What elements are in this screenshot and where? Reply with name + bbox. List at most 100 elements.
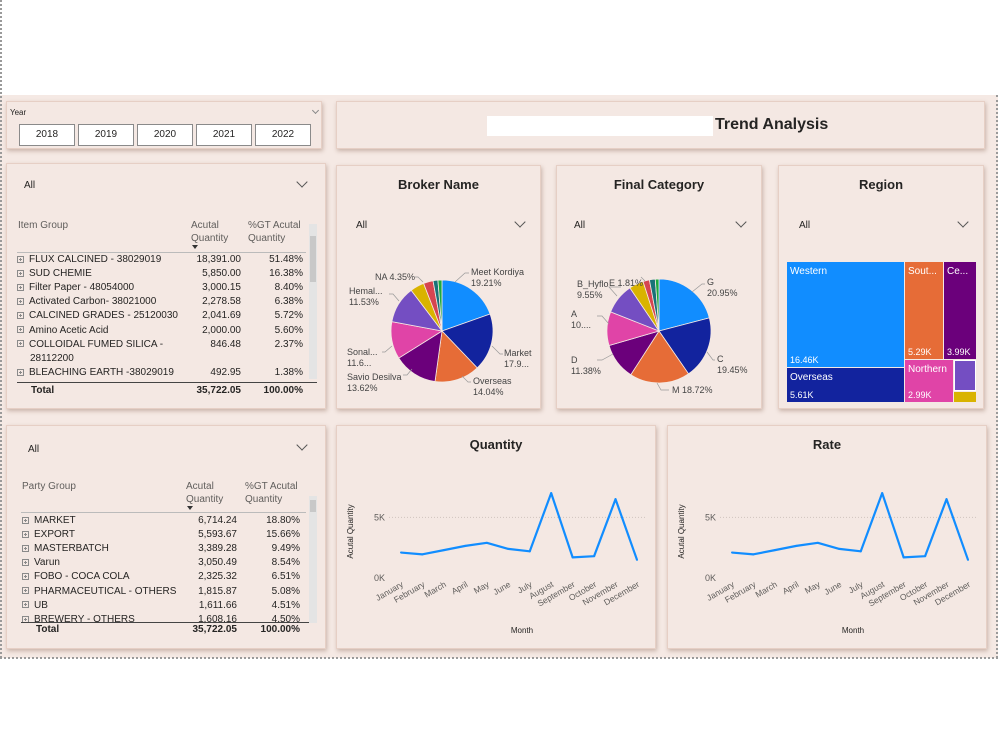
item-row-label[interactable]: Activated Carbon- 38021000 <box>17 296 156 307</box>
pie-slice-g[interactable] <box>658 278 710 332</box>
pie-slice-other3[interactable] <box>654 278 660 332</box>
item-col-header-pct[interactable]: %GT Acutal Quantity <box>248 220 301 244</box>
category-filter-dropdown[interactable]: All <box>574 220 586 231</box>
expand-plus-icon[interactable] <box>17 255 24 263</box>
expand-plus-icon[interactable] <box>22 587 29 595</box>
data-point[interactable] <box>636 558 638 561</box>
item-row-pct: 51.48% <box>269 254 303 265</box>
party-row-label[interactable]: MASTERBATCH <box>22 543 109 554</box>
party-col-header-group[interactable]: Party Group <box>22 481 76 492</box>
party-row-label[interactable]: FOBO - COCA COLA <box>22 571 130 582</box>
data-point[interactable] <box>838 547 841 550</box>
data-point[interactable] <box>507 547 510 550</box>
data-point[interactable] <box>464 544 467 547</box>
pie-slice-other3[interactable] <box>437 279 443 332</box>
expand-plus-icon[interactable] <box>22 573 29 581</box>
data-point[interactable] <box>571 556 574 559</box>
series-line[interactable] <box>731 492 970 561</box>
expand-plus-icon[interactable] <box>22 545 29 553</box>
broker-filter-dropdown[interactable]: All <box>356 220 368 231</box>
party-col-header-qty[interactable]: Acutal Quantity <box>186 481 224 505</box>
year-option-2018[interactable]: 2018 <box>19 124 75 146</box>
data-point[interactable] <box>773 549 776 552</box>
item-col-header-qty[interactable]: Acutal Quantity <box>191 220 229 244</box>
treemap-cell-other1[interactable] <box>954 360 976 391</box>
item-filter-dropdown[interactable]: All <box>24 180 36 191</box>
item-row-label[interactable]: Amino Acetic Acid <box>17 325 108 336</box>
chevron-down-icon[interactable] <box>311 106 320 115</box>
expand-plus-icon[interactable] <box>17 340 24 348</box>
chevron-down-icon[interactable] <box>957 216 969 228</box>
expand-plus-icon[interactable] <box>17 326 24 334</box>
treemap-cell-central[interactable]: Ce... 3.99K <box>944 262 976 359</box>
data-point[interactable] <box>945 498 948 501</box>
party-filter-dropdown[interactable]: All <box>28 444 40 455</box>
broker-pie-chart[interactable]: Meet Kordiya19.21%Market17.9...Overseas1… <box>337 166 542 410</box>
data-point[interactable] <box>593 555 596 558</box>
item-row-label[interactable]: Filter Paper - 48054000 <box>17 282 134 293</box>
expand-plus-icon[interactable] <box>22 530 29 538</box>
item-row-label[interactable]: COLLOIDAL FUMED SILICA - <box>17 339 163 350</box>
year-option-2020[interactable]: 2020 <box>137 124 193 146</box>
party-row-label[interactable]: EXPORT <box>22 529 75 540</box>
data-point[interactable] <box>924 555 927 558</box>
item-row-label[interactable]: FLUX CALCINED - 38029019 <box>17 254 161 265</box>
expand-plus-icon[interactable] <box>17 269 24 277</box>
pie-slice-m[interactable] <box>630 330 690 384</box>
data-point[interactable] <box>614 498 617 501</box>
data-point[interactable] <box>528 550 531 553</box>
data-point[interactable] <box>902 556 905 559</box>
party-col-header-pct[interactable]: %GT Acutal Quantity <box>245 481 298 505</box>
data-point[interactable] <box>816 541 819 544</box>
item-row-label[interactable]: SUD CHEMIE <box>17 268 92 279</box>
treemap-cell-northern[interactable]: Northern 2.99K <box>905 360 953 402</box>
item-row-label[interactable]: CALCINED GRADES - 25120030 <box>17 310 178 321</box>
data-point[interactable] <box>881 492 884 495</box>
expand-plus-icon[interactable] <box>22 516 29 524</box>
year-option-2021[interactable]: 2021 <box>196 124 252 146</box>
party-row-label[interactable]: PHARMACEUTICAL - OTHERS <box>22 586 176 597</box>
treemap-cell-other2[interactable] <box>954 392 976 402</box>
scrollbar-thumb[interactable] <box>310 236 316 282</box>
data-point[interactable] <box>550 492 553 495</box>
chevron-down-icon[interactable] <box>296 176 308 188</box>
data-point[interactable] <box>859 550 862 553</box>
item-row-qty: 2,278.58 <box>202 296 241 308</box>
treemap-cell-western[interactable]: Western 16.46K <box>787 262 904 367</box>
expand-plus-icon[interactable] <box>17 368 24 376</box>
expand-plus-icon[interactable] <box>17 298 24 306</box>
data-point[interactable] <box>795 544 798 547</box>
data-point[interactable] <box>731 551 733 554</box>
item-table-scrollbar[interactable] <box>309 224 317 379</box>
data-point[interactable] <box>442 549 445 552</box>
item-col-header-group[interactable]: Item Group <box>18 220 69 231</box>
treemap-cell-overseas[interactable]: Overseas 5.61K <box>787 368 904 402</box>
data-point[interactable] <box>485 541 488 544</box>
data-point[interactable] <box>421 553 424 556</box>
year-option-2019[interactable]: 2019 <box>78 124 134 146</box>
region-filter-dropdown[interactable]: All <box>799 220 811 231</box>
pie-slice-market[interactable] <box>441 313 494 369</box>
series-line[interactable] <box>400 492 639 561</box>
party-table-scrollbar[interactable] <box>309 496 317 623</box>
data-point[interactable] <box>967 558 969 561</box>
treemap-cell-southern[interactable]: Sout... 5.29K <box>905 262 943 359</box>
expand-plus-icon[interactable] <box>17 312 24 320</box>
party-row-label[interactable]: UB <box>22 600 48 611</box>
data-point[interactable] <box>752 553 755 556</box>
chevron-down-icon[interactable] <box>296 439 308 451</box>
category-pie-chart[interactable]: G20.95% C19.45% M 18.72% D11.38% A10.... B_Hy… <box>557 166 763 410</box>
data-point[interactable] <box>400 551 402 554</box>
party-row-label[interactable]: Varun <box>22 557 60 568</box>
scrollbar-thumb[interactable] <box>310 500 316 512</box>
year-option-2022[interactable]: 2022 <box>255 124 311 146</box>
expand-plus-icon[interactable] <box>22 559 29 567</box>
party-row-label[interactable]: MARKET <box>22 515 76 526</box>
item-row-label[interactable]: BLEACHING EARTH -38029019 <box>17 367 174 378</box>
expand-plus-icon[interactable] <box>17 284 24 292</box>
pie-leader-line <box>403 368 413 376</box>
expand-plus-icon[interactable] <box>22 601 29 609</box>
pie-slice-c[interactable] <box>658 317 712 375</box>
